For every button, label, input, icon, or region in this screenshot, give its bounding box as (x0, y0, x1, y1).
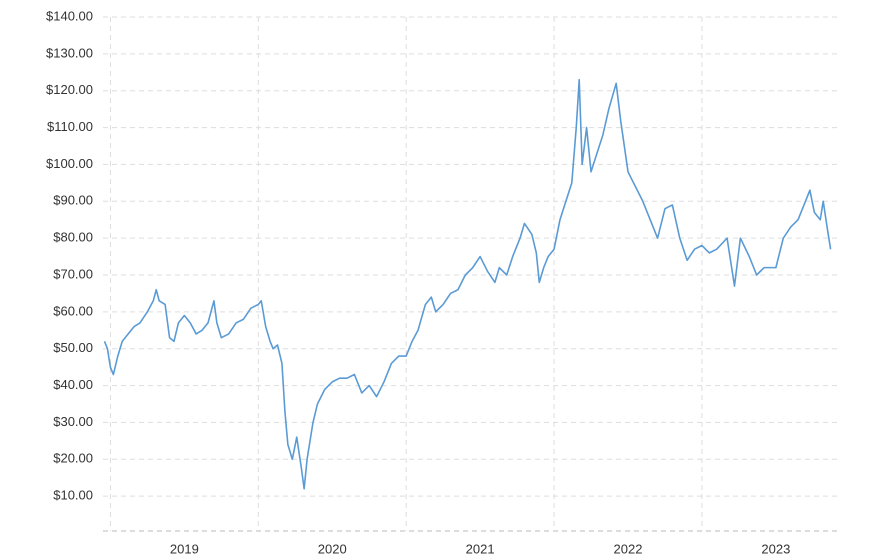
x-tick-label: 2021 (466, 541, 495, 556)
y-tick-label: $120.00 (46, 82, 93, 97)
x-tick-label: 2022 (614, 541, 643, 556)
y-tick-label: $100.00 (46, 156, 93, 171)
y-tick-label: $50.00 (53, 340, 93, 355)
y-tick-label: $90.00 (53, 193, 93, 208)
x-tick-label: 2020 (318, 541, 347, 556)
y-tick-label: $80.00 (53, 230, 93, 245)
x-tick-label: 2019 (170, 541, 199, 556)
x-tick-label: 2023 (761, 541, 790, 556)
y-tick-label: $60.00 (53, 303, 93, 318)
y-tick-label: $130.00 (46, 45, 93, 60)
y-tick-label: $140.00 (46, 8, 93, 23)
y-tick-label: $40.00 (53, 377, 93, 392)
y-tick-label: $110.00 (47, 119, 93, 134)
y-tick-label: $10.00 (53, 488, 93, 503)
y-tick-label: $20.00 (53, 451, 93, 466)
price-line (103, 78, 832, 490)
y-tick-label: $30.00 (53, 414, 93, 429)
y-tick-label: $70.00 (53, 266, 93, 281)
